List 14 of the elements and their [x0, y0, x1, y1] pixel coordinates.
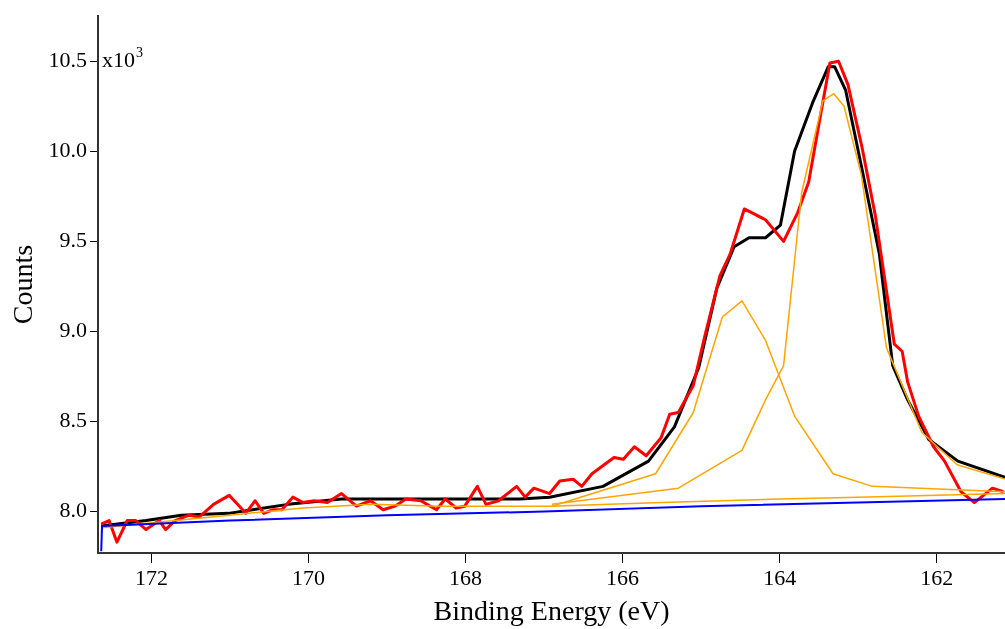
x-tick-label: 166 — [606, 564, 640, 590]
y-axis-title: Counts — [7, 244, 39, 325]
x-tick-label: 162 — [920, 564, 954, 590]
y-tick-label: 8.5 — [59, 407, 88, 433]
x-tick-label: 168 — [449, 564, 483, 590]
x-tick-label: 172 — [134, 564, 168, 590]
y-tick-label: 10.5 — [48, 47, 88, 73]
y-tick-label: 9.5 — [59, 227, 88, 253]
y-tick-label: 10.0 — [48, 137, 88, 163]
x-tick-label: 164 — [763, 564, 797, 590]
x-tick-label: 170 — [292, 564, 326, 590]
x-axis-title: Binding Energy (eV) — [433, 594, 670, 626]
y-tick-label: 9.0 — [59, 317, 88, 343]
y-tick-label: 8.0 — [59, 497, 88, 523]
